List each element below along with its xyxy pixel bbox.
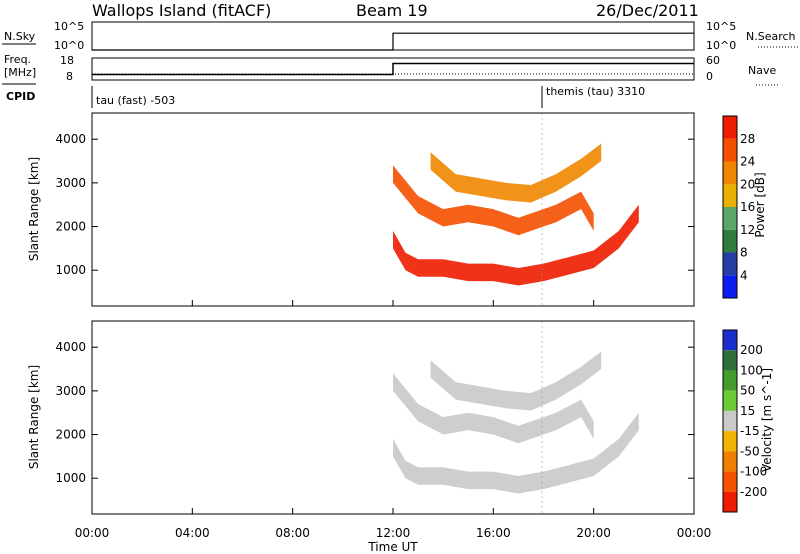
echo-band [393,204,639,286]
power-plot-area [92,113,694,306]
velocity-plot-area [92,321,694,514]
y-tick-label: 1000 [55,263,86,277]
colorbar-cell [723,207,737,230]
velocity-panel: 1000 2000 3000 4000 Slant Range [km] [27,320,695,515]
velocity-colorbar-tick: 50 [740,384,755,398]
x-tick-label: 04:00 [175,526,210,540]
colorbar-cell [723,451,737,472]
y-tick-label: 3000 [55,384,86,398]
colorbar-cell [723,161,737,185]
colorbar-cell [723,471,737,492]
velocity-axis-ticks: 1000 2000 3000 4000 [55,340,695,514]
echo-band [393,412,639,494]
power-echoes [393,143,639,286]
power-colorbar-tick: 16 [740,200,755,214]
power-axis-ticks: 1000 2000 3000 4000 [55,132,695,306]
velocity-ylabel: Slant Range [km] [27,365,41,469]
power-colorbar-tick: 12 [740,223,755,237]
colorbar-cell [723,138,737,162]
freq-tick-18: 18 [60,54,74,67]
noise-panel: N.Sky 10^5 10^0 10^5 10^0 N.Search [2,20,798,52]
freq-label-line1: Freq. [4,53,31,66]
noise-tick-top-left: 10^5 [54,20,84,33]
colorbar-cell [723,390,737,411]
power-ylabel: Slant Range [km] [27,157,41,261]
power-colorbar-tick: 28 [740,132,755,146]
date-label: 26/Dec/2011 [596,1,699,20]
nsearch-label: N.Search [746,30,796,43]
freq-trace [92,62,694,76]
power-colorbar-tick: 20 [740,177,755,191]
echo-band [430,143,602,203]
colorbar-cell [723,330,737,351]
y-tick-label: 1000 [55,471,86,485]
colorbar-cell [723,229,737,253]
velocity-colorbar-tick: -100 [740,465,767,479]
cpid-mode-1: tau (fast) -503 [96,94,175,107]
echo-band [393,165,594,236]
x-tick-label: 00:00 [75,526,110,540]
y-tick-label: 4000 [55,340,86,354]
velocity-colorbar-tick: 200 [740,343,763,357]
x-tick-label: 00:00 [677,526,712,540]
colorbar-cell [723,116,737,139]
power-colorbar-tick: 24 [740,155,755,169]
y-tick-label: 2000 [55,428,86,442]
freq-label-line2: [MHz] [4,66,36,79]
y-tick-label: 4000 [55,132,86,146]
cpid-label: CPID [6,90,35,103]
beam-label: Beam 19 [356,1,428,20]
velocity-colorbar-tick: 15 [740,404,755,418]
velocity-colorbar-label: Velocity [m s^-1] [760,368,774,472]
noise-tick-top-right: 10^5 [706,20,736,33]
freq-tick-8: 8 [66,70,73,83]
colorbar-cell [723,275,737,298]
cpid-mode-2: themis (tau) 3310 [546,85,645,98]
x-tick-label: 12:00 [376,526,411,540]
power-panel: 1000 2000 3000 4000 Slant Range [km] [27,112,695,307]
cpid-panel: CPID tau (fast) -503 themis (tau) 3310 [6,85,645,108]
x-tick-label: 08:00 [275,526,310,540]
noise-tick-bottom-left: 10^0 [54,39,84,52]
power-colorbar: 4 8 12 16 20 24 28 [722,115,755,299]
nave-label: Nave [748,64,776,77]
x-axis-ticks: 00:00 04:00 08:00 12:00 16:00 20:00 00:00 [75,526,712,540]
power-colorbar-tick: 8 [740,246,748,260]
power-colorbar-tick: 4 [740,268,748,282]
velocity-colorbar-tick: -50 [740,444,760,458]
colorbar-cell [723,252,737,276]
freq-panel: Freq. [MHz] 18 8 60 0 Nave [2,53,780,86]
nsky-label: N.Sky [4,30,36,43]
echo-band [430,351,602,411]
colorbar-cell [723,184,737,207]
y-tick-label: 3000 [55,176,86,190]
nave-tick-0: 0 [706,70,713,83]
velocity-colorbar-tick: 100 [740,363,763,377]
power-colorbar-label: Power [dB] [753,172,767,237]
colorbar-cell [723,431,737,452]
colorbar-cell [723,370,737,391]
nave-tick-60: 60 [706,54,720,67]
x-axis-label: Time UT [367,540,418,554]
freq-panel-frame [91,57,695,81]
nsky-trace [92,32,694,51]
velocity-colorbar: 200 100 50 15 -15 -50 -100 -200 [722,329,767,513]
velocity-echoes [393,351,639,494]
noise-tick-bottom-right: 10^0 [706,39,736,52]
y-tick-label: 2000 [55,220,86,234]
echo-band [393,373,594,444]
velocity-colorbar-tick: -200 [740,485,767,499]
colorbar-cell [723,350,737,371]
x-tick-label: 20:00 [576,526,611,540]
colorbar-frame [722,329,738,513]
x-tick-label: 16:00 [476,526,511,540]
colorbar-cell [723,410,737,432]
colorbar-cell [723,491,737,512]
station-title: Wallops Island (fitACF) [92,1,271,20]
velocity-colorbar-tick: -15 [740,424,760,438]
colorbar-frame [722,115,738,299]
